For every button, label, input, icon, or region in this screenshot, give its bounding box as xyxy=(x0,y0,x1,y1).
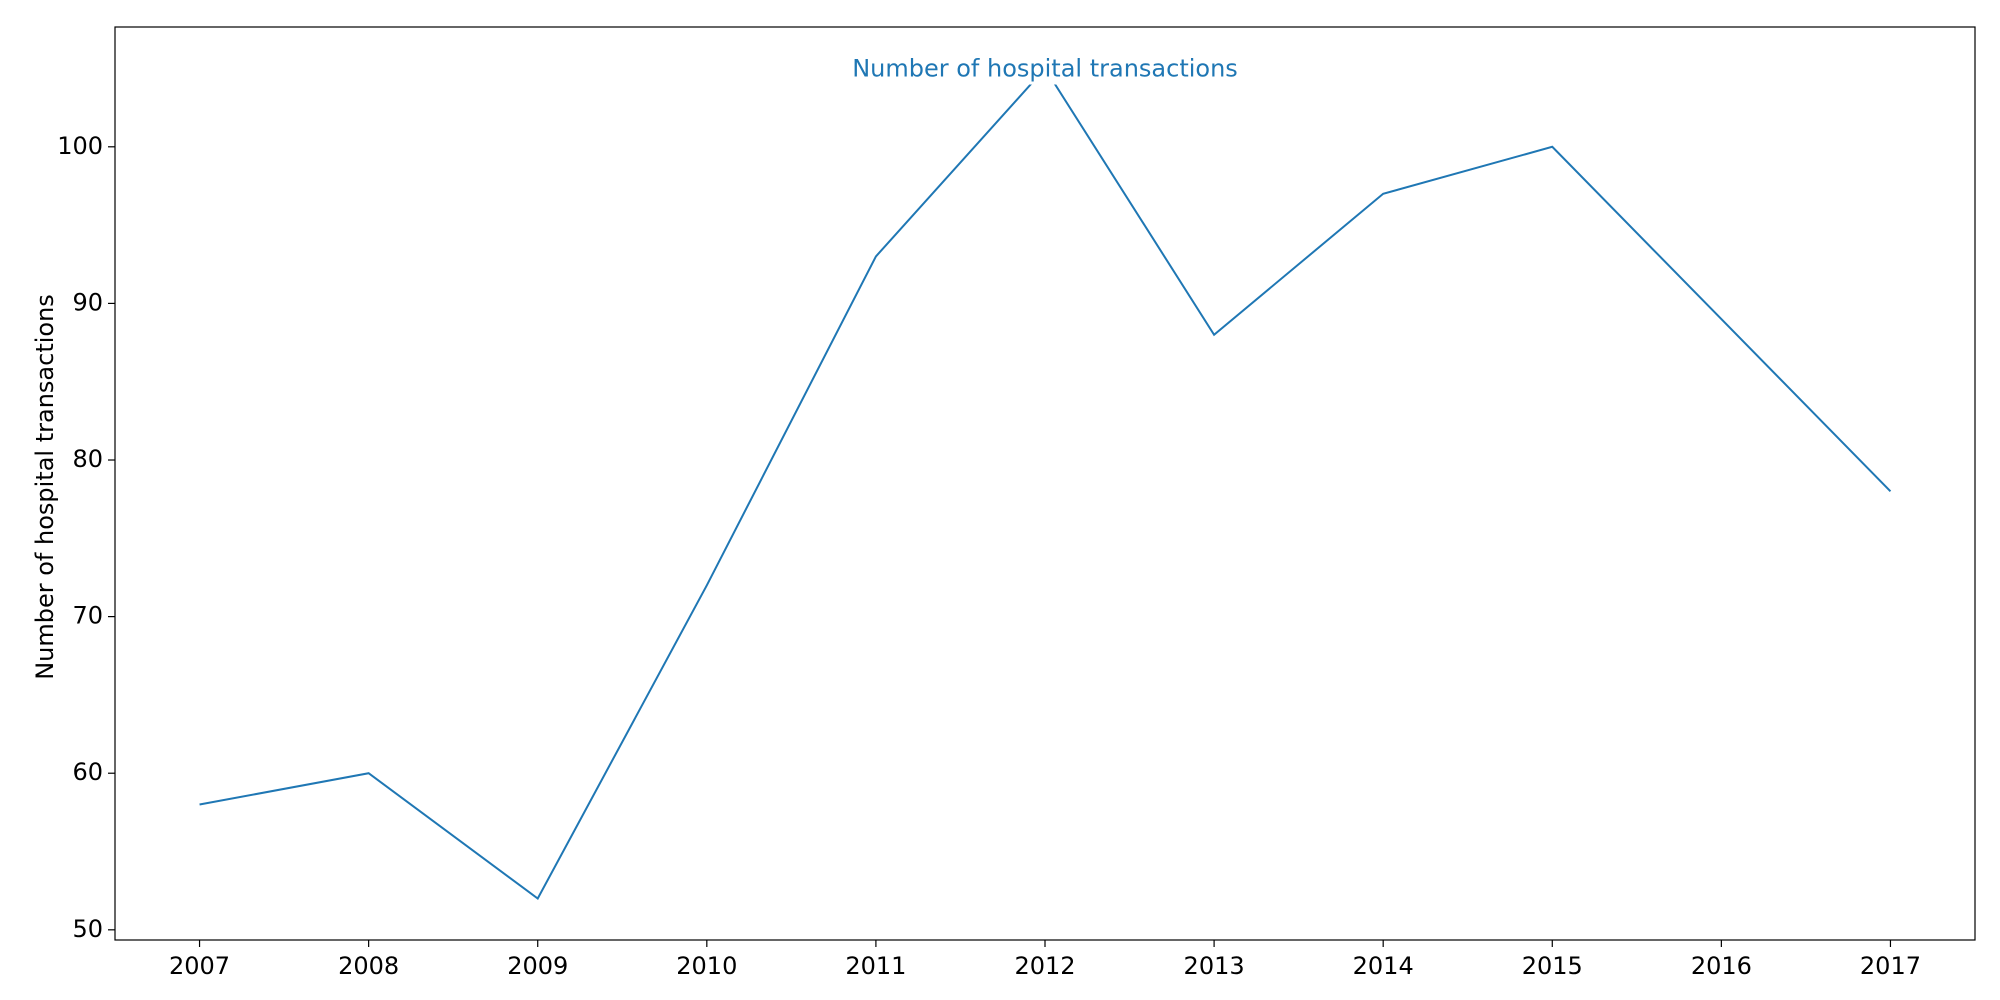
y-tick-label: 50 xyxy=(72,915,103,943)
x-tick-label: 2012 xyxy=(1014,952,1075,980)
y-tick-label: 80 xyxy=(72,445,103,473)
x-tick-label: 2015 xyxy=(1522,952,1583,980)
x-tick-label: 2014 xyxy=(1353,952,1414,980)
y-axis-ticks: 50 60 70 80 90 100 xyxy=(57,132,115,943)
x-tick-label: 2007 xyxy=(169,952,230,980)
x-tick-label: 2008 xyxy=(338,952,399,980)
y-tick-label: 90 xyxy=(72,288,103,316)
plot-frame xyxy=(114,26,1976,941)
x-tick-label: 2017 xyxy=(1860,952,1921,980)
y-axis-label: Number of hospital transactions xyxy=(31,294,59,680)
x-tick-label: 2009 xyxy=(507,952,568,980)
x-axis-ticks: 2007 2008 2009 2010 2011 2012 2013 2014 2015 2016… xyxy=(169,940,1921,980)
y-tick-label: 70 xyxy=(72,602,103,630)
y-tick-label: 100 xyxy=(57,132,103,160)
x-tick-label: 2013 xyxy=(1184,952,1245,980)
x-tick-label: 2010 xyxy=(676,952,737,980)
y-tick-label: 60 xyxy=(72,758,103,786)
annotation-background xyxy=(848,52,1242,85)
series-annotation: Number of hospital transactions xyxy=(852,55,1238,83)
x-tick-label: 2011 xyxy=(845,952,906,980)
x-tick-label: 2016 xyxy=(1691,952,1752,980)
